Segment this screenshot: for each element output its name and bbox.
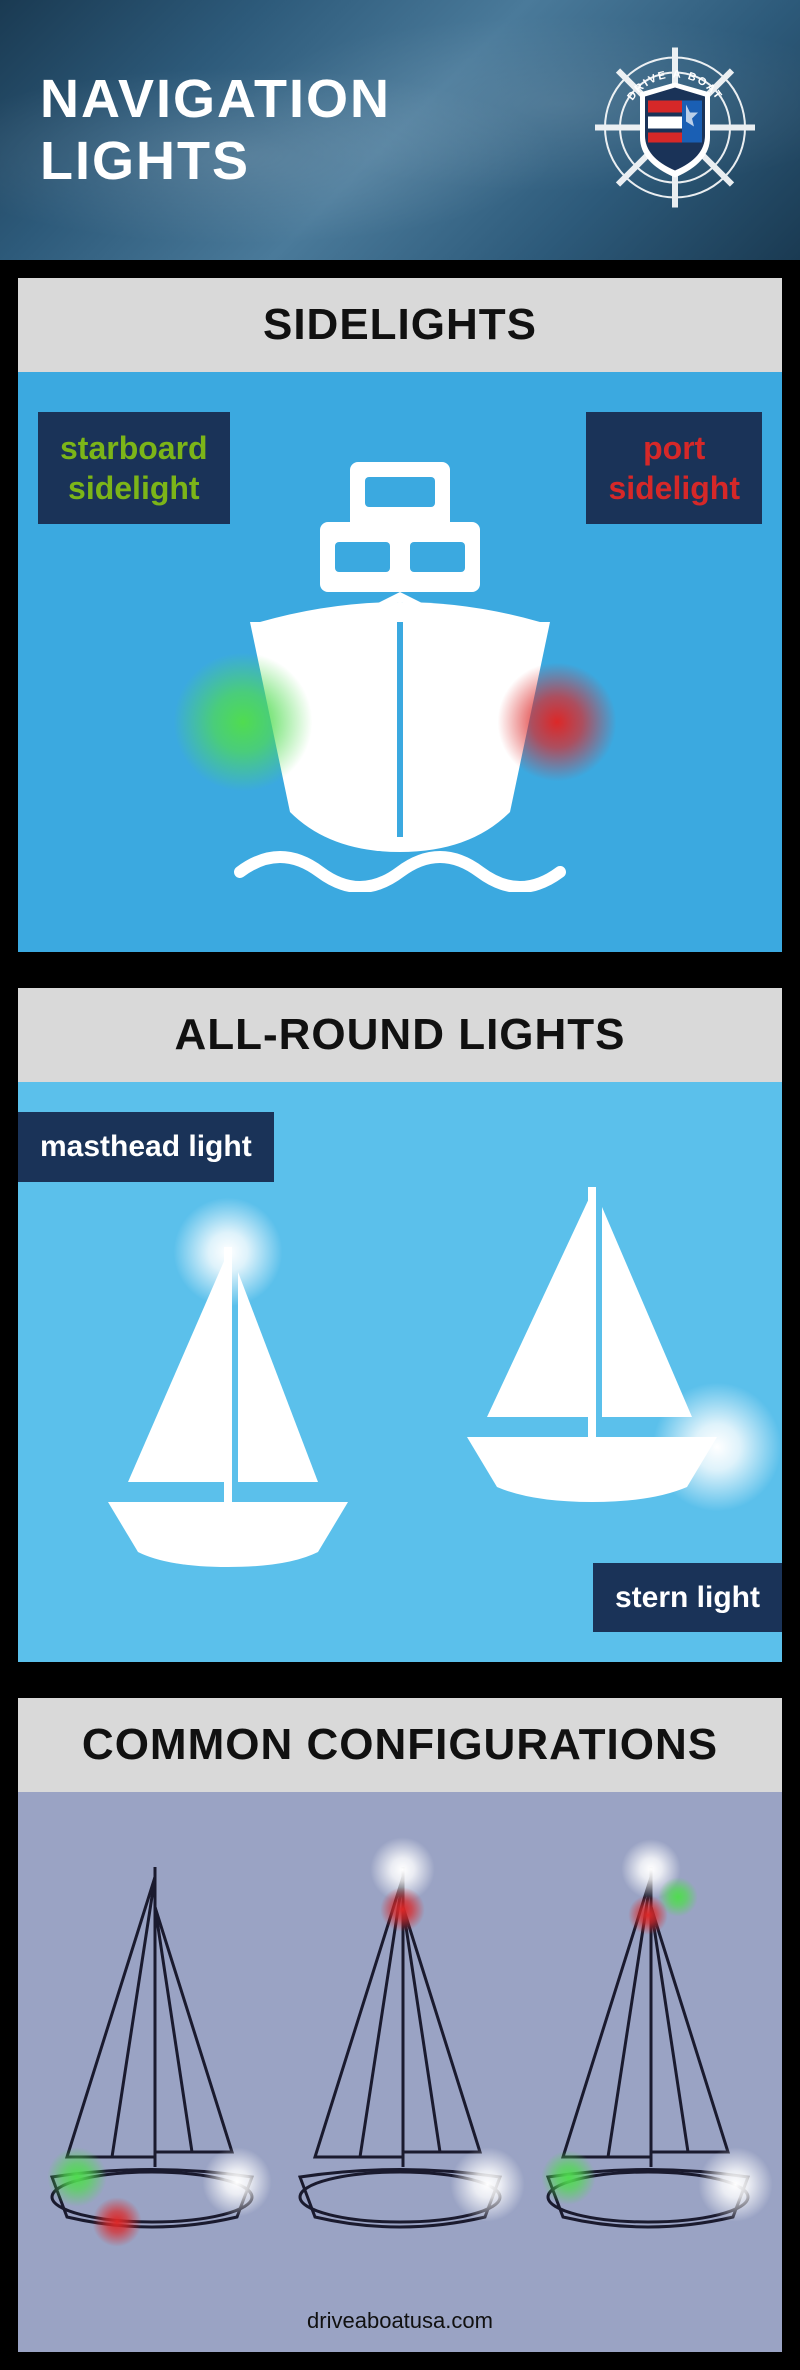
section-title-sidelights: SIDELIGHTS	[18, 278, 782, 372]
sailboat-masthead	[88, 1232, 368, 1577]
starboard-light	[173, 652, 313, 792]
config1-white	[202, 2147, 272, 2217]
config3-green-bow	[541, 2150, 596, 2205]
label-starboard-sidelight: starboard sidelight	[38, 412, 230, 524]
config2-red	[380, 1887, 425, 1932]
config2-stern	[450, 2147, 525, 2222]
section-title-configs: COMMON CONFIGURATIONS	[18, 1698, 782, 1792]
section-title-allround: ALL-ROUND LIGHTS	[18, 988, 782, 1082]
config1-red	[92, 2197, 142, 2247]
sidelights-diagram: starboard sidelight port sidelight	[18, 372, 782, 952]
section-sidelights: SIDELIGHTS starboard sidelight port side…	[0, 260, 800, 970]
stern-light-glow	[652, 1382, 782, 1512]
config3-red-top	[628, 1895, 668, 1935]
label-port-sidelight: port sidelight	[586, 412, 762, 524]
allround-diagram: masthead light stern light	[18, 1082, 782, 1662]
label-stern-light: stern light	[593, 1563, 782, 1633]
infographic-container: NAVIGATION LIGHTS	[0, 0, 800, 2370]
masthead-light-glow	[173, 1197, 283, 1307]
section-allround: ALL-ROUND LIGHTS masthead light stern li…	[0, 970, 800, 1680]
config-boat-1	[37, 1847, 267, 2247]
title-line2: LIGHTS	[40, 131, 250, 191]
title-line1: NAVIGATION	[40, 69, 391, 129]
footer-url: driveaboatusa.com	[18, 2308, 782, 2334]
section-configs: COMMON CONFIGURATIONS	[0, 1680, 800, 2370]
config3-stern	[698, 2147, 773, 2222]
config-boat-3	[533, 1847, 763, 2247]
label-masthead-light: masthead light	[18, 1112, 274, 1182]
configs-diagram: driveaboatusa.com	[18, 1792, 782, 2352]
logo-badge: DRIVE A BOAT	[590, 43, 760, 218]
config1-green	[47, 2147, 107, 2207]
sailboat-stern	[442, 1172, 742, 1517]
config-boat-2	[285, 1847, 515, 2247]
port-light	[497, 662, 617, 782]
page-title: NAVIGATION LIGHTS	[40, 68, 391, 192]
header: NAVIGATION LIGHTS	[0, 0, 800, 260]
